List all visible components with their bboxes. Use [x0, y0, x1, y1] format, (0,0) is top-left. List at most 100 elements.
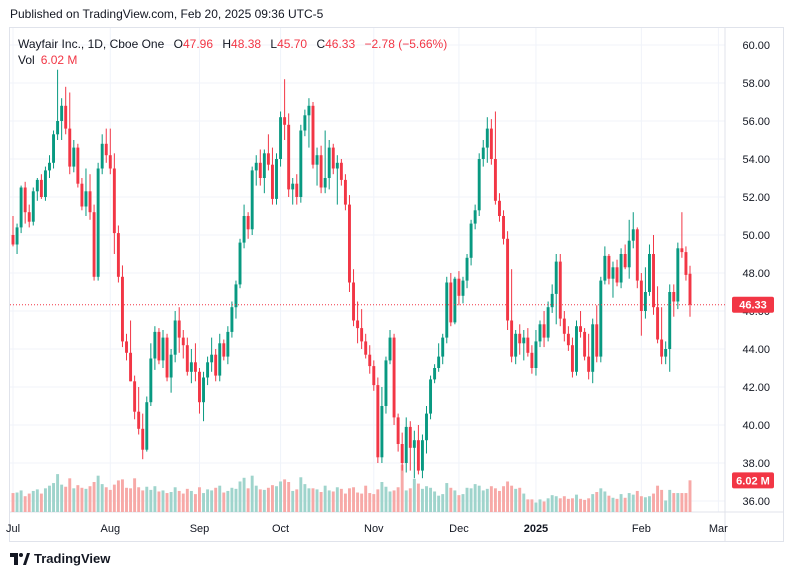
legend-title: Wayfair Inc., 1D, Cboe One [18, 37, 165, 51]
candle-body [631, 229, 635, 241]
time-tick-label: Oct [272, 523, 289, 535]
volume-bar [664, 500, 668, 512]
volume-bar [331, 491, 335, 512]
candle-body [193, 362, 197, 372]
volume-bar [441, 494, 445, 512]
candle-body [104, 143, 108, 156]
candle-body [498, 200, 501, 216]
volume-bar [352, 487, 355, 512]
volume-bar [120, 479, 124, 512]
candle-body [137, 411, 141, 429]
candle-body [522, 337, 526, 344]
candle-body [270, 164, 274, 199]
candle-body [364, 341, 368, 355]
volume-bar [360, 493, 364, 512]
volume-bar [619, 494, 623, 512]
volume-bar [226, 490, 230, 512]
legend-high-label: H [222, 37, 232, 51]
candle-body [477, 159, 481, 211]
candle-body [222, 343, 226, 357]
volume-bar [384, 486, 388, 512]
candle-body [173, 320, 177, 355]
candle-body [392, 337, 396, 418]
time-tick-label: Mar [709, 523, 728, 535]
volume-bar [376, 489, 380, 512]
candle-body [92, 212, 96, 277]
candle-body [676, 248, 680, 302]
candle-body [643, 292, 647, 311]
volume-bar [319, 492, 323, 512]
candle-body [587, 356, 591, 372]
candle-body [60, 105, 64, 121]
candle-body [108, 155, 112, 169]
volume-bar [599, 488, 603, 512]
volume-bar [368, 493, 372, 512]
volume-bar [275, 486, 278, 512]
last-volume-tag-label: 6.02 M [736, 475, 770, 487]
candle-body [202, 377, 205, 403]
volume-bar [672, 493, 676, 512]
candle-body [469, 223, 473, 258]
volume-bar [416, 483, 420, 512]
volume-bar [457, 495, 461, 512]
legend-high-value: 48.38 [231, 37, 262, 51]
candle-body [214, 354, 218, 376]
volume-bar [258, 489, 262, 512]
volume-bar [502, 486, 505, 512]
candle-body [48, 162, 51, 171]
volume-bar [193, 494, 197, 512]
candle-body [80, 183, 84, 207]
legend-low-value: 45.70 [277, 37, 308, 51]
volume-bar [173, 487, 177, 512]
volume-bar [420, 488, 424, 512]
candle-body [420, 440, 424, 471]
volume-bar [27, 493, 31, 512]
candle-body [648, 254, 651, 292]
candle-body [189, 362, 193, 372]
candle-body [238, 242, 242, 285]
candle-body [56, 121, 60, 135]
volume-bar [149, 489, 153, 512]
volume-bar [364, 485, 368, 512]
volume-bar [161, 490, 165, 512]
candle-body [43, 170, 47, 197]
candle-body [303, 115, 307, 131]
candle-body [339, 162, 343, 180]
candle-body [31, 191, 35, 222]
candle-body [133, 381, 137, 412]
legend-volume-value: 6.02 M [40, 53, 78, 67]
volume-bar [76, 485, 80, 512]
candle-body [396, 417, 400, 444]
candle-body [52, 134, 55, 163]
volume-bar [425, 486, 428, 512]
legend-close-label: C [316, 37, 326, 51]
time-tick-label: Nov [364, 523, 384, 535]
volume-bar [558, 498, 562, 512]
volume-bar [429, 487, 433, 512]
volume-bar [550, 495, 554, 512]
candle-body [15, 227, 19, 245]
volume-bar [684, 493, 688, 512]
volume-bar [181, 493, 185, 512]
candle-body [149, 358, 153, 403]
candle-body [177, 320, 181, 338]
last-volume-tag [732, 472, 774, 489]
legend-low-label: L [270, 37, 278, 51]
candle-body [453, 278, 457, 323]
candle-body [445, 282, 449, 338]
volume-bar [566, 498, 570, 512]
tradingview-footer: TradingView [10, 551, 110, 566]
tradingview-brand: TradingView [34, 551, 111, 566]
volume-bar [660, 489, 664, 512]
candle-body [169, 354, 173, 378]
volume-bar [254, 485, 258, 512]
candle-body [660, 339, 664, 357]
volume-bar [562, 496, 566, 512]
candle-body [575, 326, 578, 372]
candle-body [376, 385, 380, 458]
candle-body [554, 261, 558, 294]
candle-body [311, 105, 315, 165]
volume-bar [668, 489, 672, 512]
candle-body [656, 307, 660, 340]
